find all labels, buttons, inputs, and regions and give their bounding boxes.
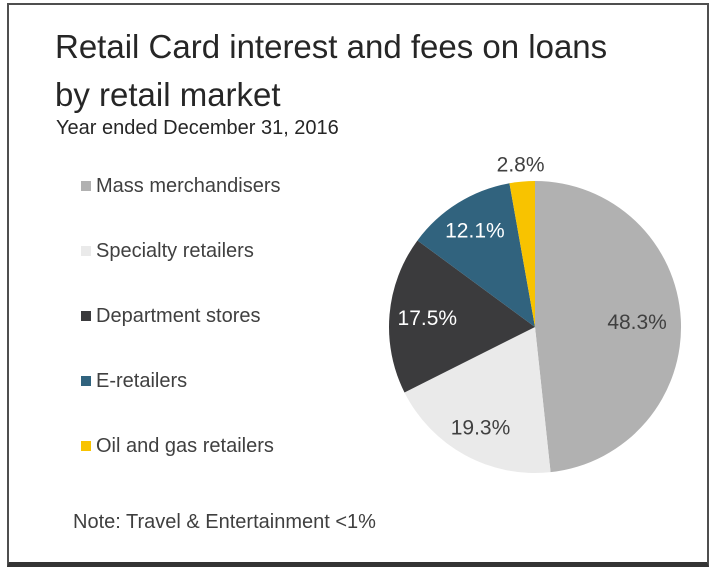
legend-swatch-mass-merchandisers-icon (81, 181, 91, 191)
legend-swatch-department-stores-icon (81, 311, 91, 321)
legend-swatch-oil-and-gas-retailers-icon (81, 441, 91, 451)
legend-label: E-retailers (96, 369, 188, 392)
chart-note: Note: Travel & Entertainment <1% (73, 511, 376, 533)
chart-legend: Mass merchandisers Specialty retailers D… (81, 175, 281, 500)
legend-label: Specialty retailers (96, 239, 254, 262)
chart-subtitle: Year ended December 31, 2016 (56, 117, 339, 139)
legend-item-specialty-retailers: Specialty retailers (81, 240, 281, 262)
legend-swatch-specialty-retailers-icon (81, 246, 91, 256)
chart-title: Retail Card interest and fees on loans b… (55, 23, 607, 119)
legend-label: Mass merchandisers (96, 174, 281, 197)
chart-title-line1: Retail Card interest and fees on loans (55, 28, 608, 65)
legend-label: Oil and gas retailers (96, 434, 274, 457)
legend-label: Department stores (96, 304, 261, 327)
chart-title-line2: by retail market (55, 76, 281, 113)
legend-item-e-retailers: E-retailers (81, 370, 281, 392)
legend-item-department-stores: Department stores (81, 305, 281, 327)
legend-swatch-e-retailers-icon (81, 376, 91, 386)
legend-item-mass-merchandisers: Mass merchandisers (81, 175, 281, 197)
legend-item-oil-and-gas-retailers: Oil and gas retailers (81, 435, 281, 457)
chart-frame: Retail Card interest and fees on loans b… (7, 3, 709, 567)
